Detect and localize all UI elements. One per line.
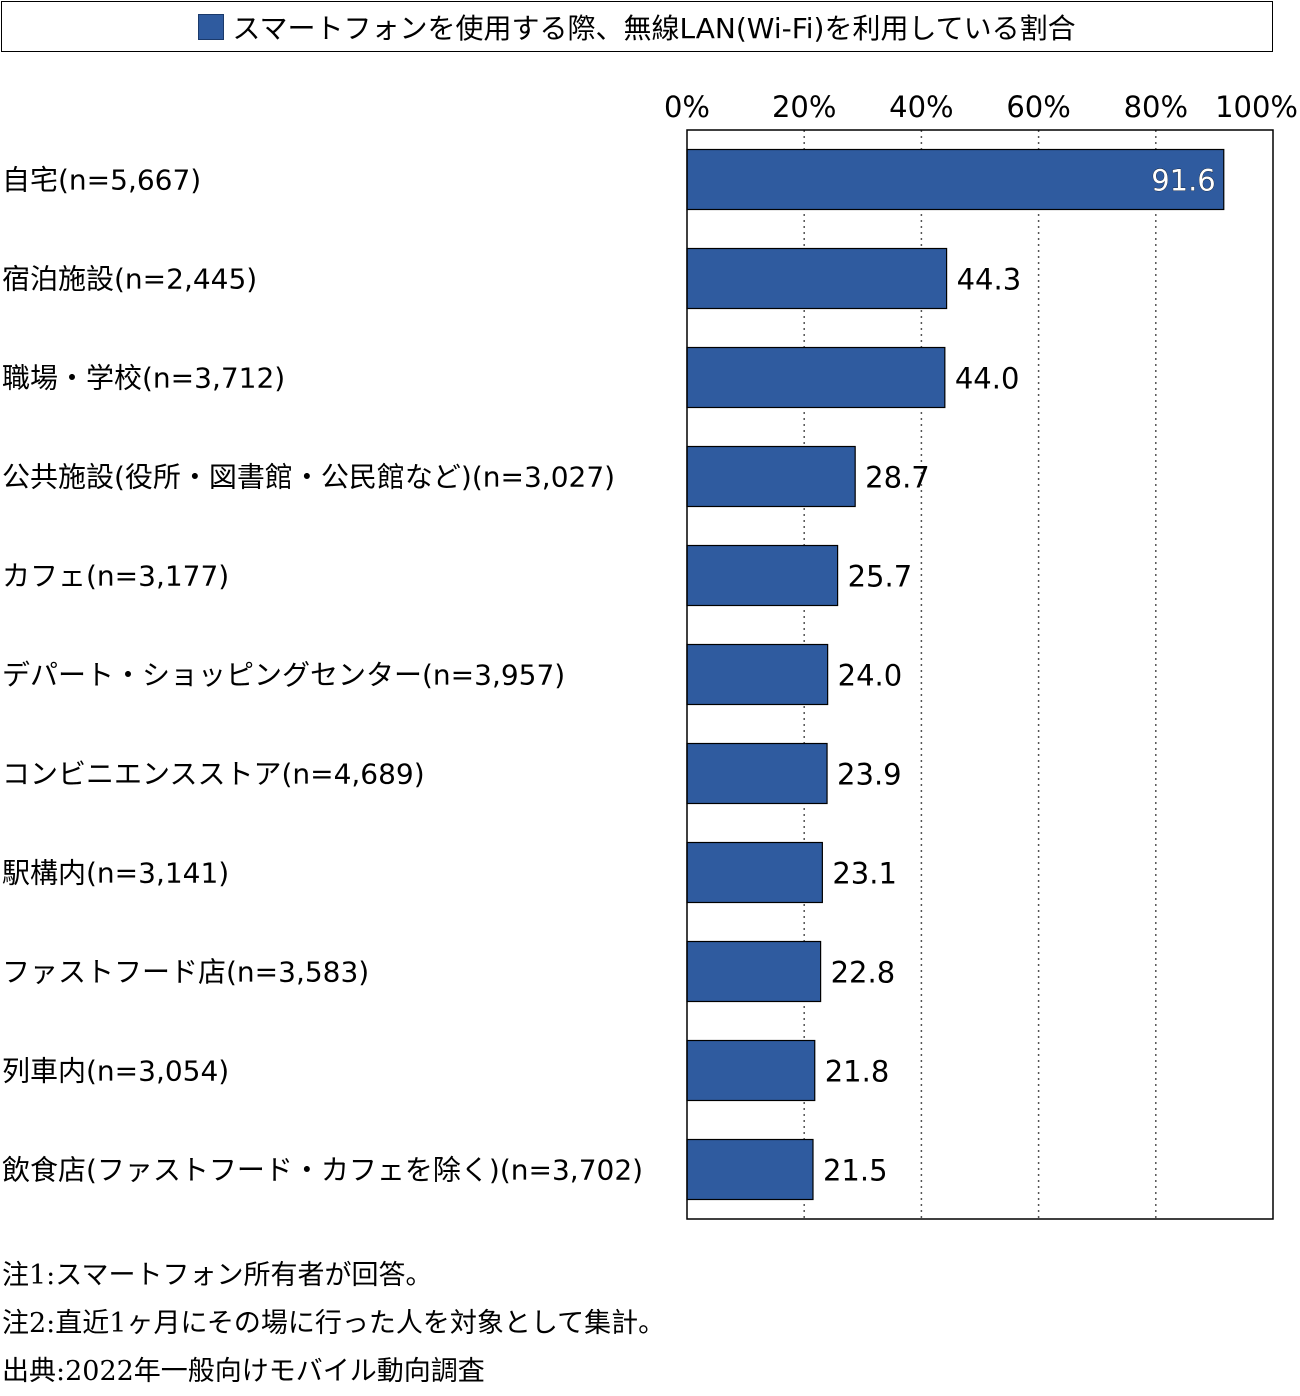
bar (686, 346, 946, 409)
value-label: 28.7 (865, 461, 930, 495)
value-label: 21.5 (823, 1154, 888, 1188)
x-tick-label: 40% (889, 90, 953, 124)
bar (686, 247, 948, 310)
bar (686, 1138, 814, 1201)
category-label: 公共施設(役所・図書館・公民館など)(n=3,027) (2, 461, 615, 494)
plot-frame (686, 129, 1274, 1220)
bar (686, 940, 822, 1003)
note-2: 注2:直近1ヶ月にその場に行った人を対象として集計。 (2, 1308, 666, 1339)
legend-swatch (198, 13, 225, 40)
value-label: 23.9 (837, 758, 902, 792)
x-tick-label: 60% (1006, 90, 1070, 124)
value-label: 23.1 (832, 857, 897, 891)
x-tick-label: 80% (1124, 90, 1188, 124)
category-label: デパート・ショッピングセンター(n=3,957) (2, 659, 565, 692)
value-label: 21.8 (825, 1055, 890, 1089)
category-label: コンビニエンスストア(n=4,689) (2, 758, 425, 791)
value-label: 25.7 (848, 560, 913, 594)
bar (686, 148, 1225, 211)
value-label: 24.0 (838, 659, 903, 693)
category-label: カフェ(n=3,177) (2, 560, 229, 593)
note-1: 注1:スマートフォン所有者が回答。 (2, 1260, 433, 1291)
value-label: 22.8 (831, 956, 896, 990)
bar-chart: 0% 20% 40% 60% 80% 100% 自宅(n=5,667) 91.6 宿泊施設(n=… (2, 90, 1298, 1220)
bar (686, 1039, 816, 1102)
bar (686, 841, 823, 904)
chart-notes: 注1:スマートフォン所有者が回答。 注2:直近1ヶ月にその場に行った人を対象とし… (2, 1252, 665, 1396)
legend-label: スマートフォンを使用する際、無線LAN(Wi-Fi)を利用している割合 (232, 11, 1076, 45)
value-label: 44.0 (955, 362, 1020, 396)
category-label: 自宅(n=5,667) (2, 164, 201, 197)
category-label: 駅構内(n=3,141) (2, 857, 229, 890)
bar (686, 445, 856, 508)
category-label: 職場・学校(n=3,712) (2, 362, 285, 395)
category-label: 宿泊施設(n=2,445) (2, 263, 257, 296)
x-tick-label: 0% (664, 90, 710, 124)
bar (686, 544, 839, 607)
bar (686, 742, 828, 805)
bar (686, 643, 829, 706)
x-tick-label: 20% (772, 90, 836, 124)
x-tick-label: 100% (1215, 90, 1298, 124)
source-note: 出典:2022年一般向けモバイル動向調査 (2, 1356, 485, 1387)
category-label: 列車内(n=3,054) (2, 1055, 229, 1088)
value-label: 44.3 (957, 263, 1022, 297)
category-label: 飲食店(ファストフード・カフェを除く)(n=3,702) (2, 1154, 643, 1187)
value-label: 91.6 (1151, 164, 1216, 198)
category-label: ファストフード店(n=3,583) (2, 956, 369, 989)
chart-legend: スマートフォンを使用する際、無線LAN(Wi-Fi)を利用している割合 (1, 1, 1273, 52)
